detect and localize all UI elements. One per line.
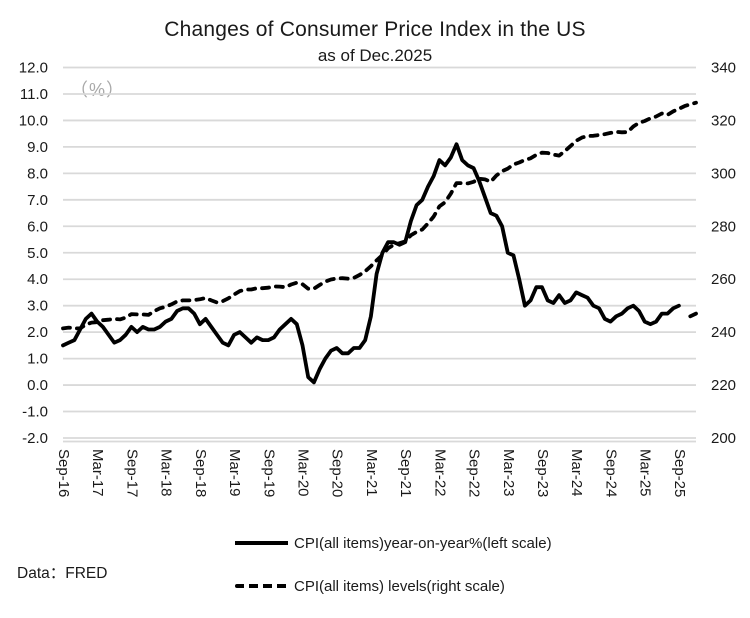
- left-axis-tick-label: 8.0: [27, 165, 48, 182]
- left-axis-tick-label: -2.0: [22, 430, 48, 447]
- x-axis-tick-label: Mar-18: [158, 449, 175, 497]
- x-axis-tick-label: Mar-20: [295, 449, 312, 497]
- left-axis-tick-label: 4.0: [27, 271, 48, 288]
- x-axis-tick-label: Sep-20: [329, 449, 346, 497]
- left-axis-tick-label: 11.0: [20, 86, 48, 103]
- x-axis-tick-label: Sep-19: [260, 449, 277, 497]
- legend-label-levels: CPI(all items) levels(right scale): [294, 577, 505, 595]
- left-axis-tick-label: 9.0: [27, 139, 48, 156]
- legend: CPI(all items)year-on-year%(left scale) …: [235, 533, 552, 618]
- left-axis-tick-label: 2.0: [27, 324, 48, 341]
- x-axis-tick-label: Sep-24: [602, 449, 619, 497]
- x-axis-tick-label: Sep-17: [123, 449, 140, 497]
- left-axis-tick-label: 3.0: [27, 298, 48, 315]
- right-axis-tick-label: 220: [711, 377, 736, 394]
- left-axis-tick-label: 12.0: [19, 60, 48, 77]
- x-axis-tick-label: Mar-17: [89, 449, 106, 497]
- x-axis-tick-label: Sep-23: [534, 449, 551, 497]
- x-axis-tick-label: Mar-21: [363, 449, 380, 497]
- x-axis-tick-label: Mar-22: [431, 449, 448, 497]
- chart-subtitle: as of Dec.2025: [317, 46, 433, 65]
- data-source-note: Data：FRED: [17, 565, 108, 582]
- x-axis-tick-label: Sep-25: [671, 449, 688, 497]
- left-axis-tick-label: 7.0: [27, 192, 48, 209]
- left-axis-tick-label: 0.0: [27, 377, 48, 394]
- x-axis-tick-label: Sep-21: [397, 449, 414, 497]
- dashed-line-swatch-icon: [235, 584, 288, 588]
- legend-item-yoy: CPI(all items)year-on-year%(left scale): [235, 533, 552, 553]
- right-axis-tick-label: 320: [711, 112, 736, 129]
- left-axis-tick-label: 6.0: [27, 218, 48, 235]
- x-axis-tick-label: Sep-18: [192, 449, 209, 497]
- yoy-line: [61, 142, 698, 385]
- right-axis-tick-label: 200: [711, 430, 736, 447]
- left-axis-tick-label: -1.0: [22, 404, 48, 421]
- x-axis-tick-label: Sep-16: [55, 449, 72, 497]
- right-axis-tick-label: 280: [711, 218, 736, 235]
- left-axis-tick-label: 1.0: [27, 351, 48, 368]
- right-axis-tick-label: 240: [711, 324, 736, 341]
- solid-line-swatch-icon: [235, 541, 288, 545]
- left-axis-unit-label: （%）: [70, 80, 126, 100]
- x-axis-tick-label: Mar-23: [500, 449, 517, 497]
- x-axis-tick-label: Mar-25: [637, 449, 654, 497]
- x-axis-tick-label: Sep-22: [466, 449, 483, 497]
- x-axis-tick-label: Mar-24: [568, 449, 585, 497]
- legend-label-yoy: CPI(all items)year-on-year%(left scale): [294, 534, 552, 552]
- x-axis-tick-label: Mar-19: [226, 449, 243, 497]
- right-axis-tick-label: 300: [711, 165, 736, 182]
- legend-item-levels: CPI(all items) levels(right scale): [235, 576, 552, 596]
- chart-title: Changes of Consumer Price Index in the U…: [164, 18, 586, 41]
- left-axis-tick-label: 10.0: [19, 112, 48, 129]
- right-axis-tick-label: 340: [711, 60, 736, 77]
- right-axis-tick-label: 260: [711, 271, 736, 288]
- levels-line: [61, 100, 698, 331]
- left-axis-tick-label: 5.0: [27, 245, 48, 262]
